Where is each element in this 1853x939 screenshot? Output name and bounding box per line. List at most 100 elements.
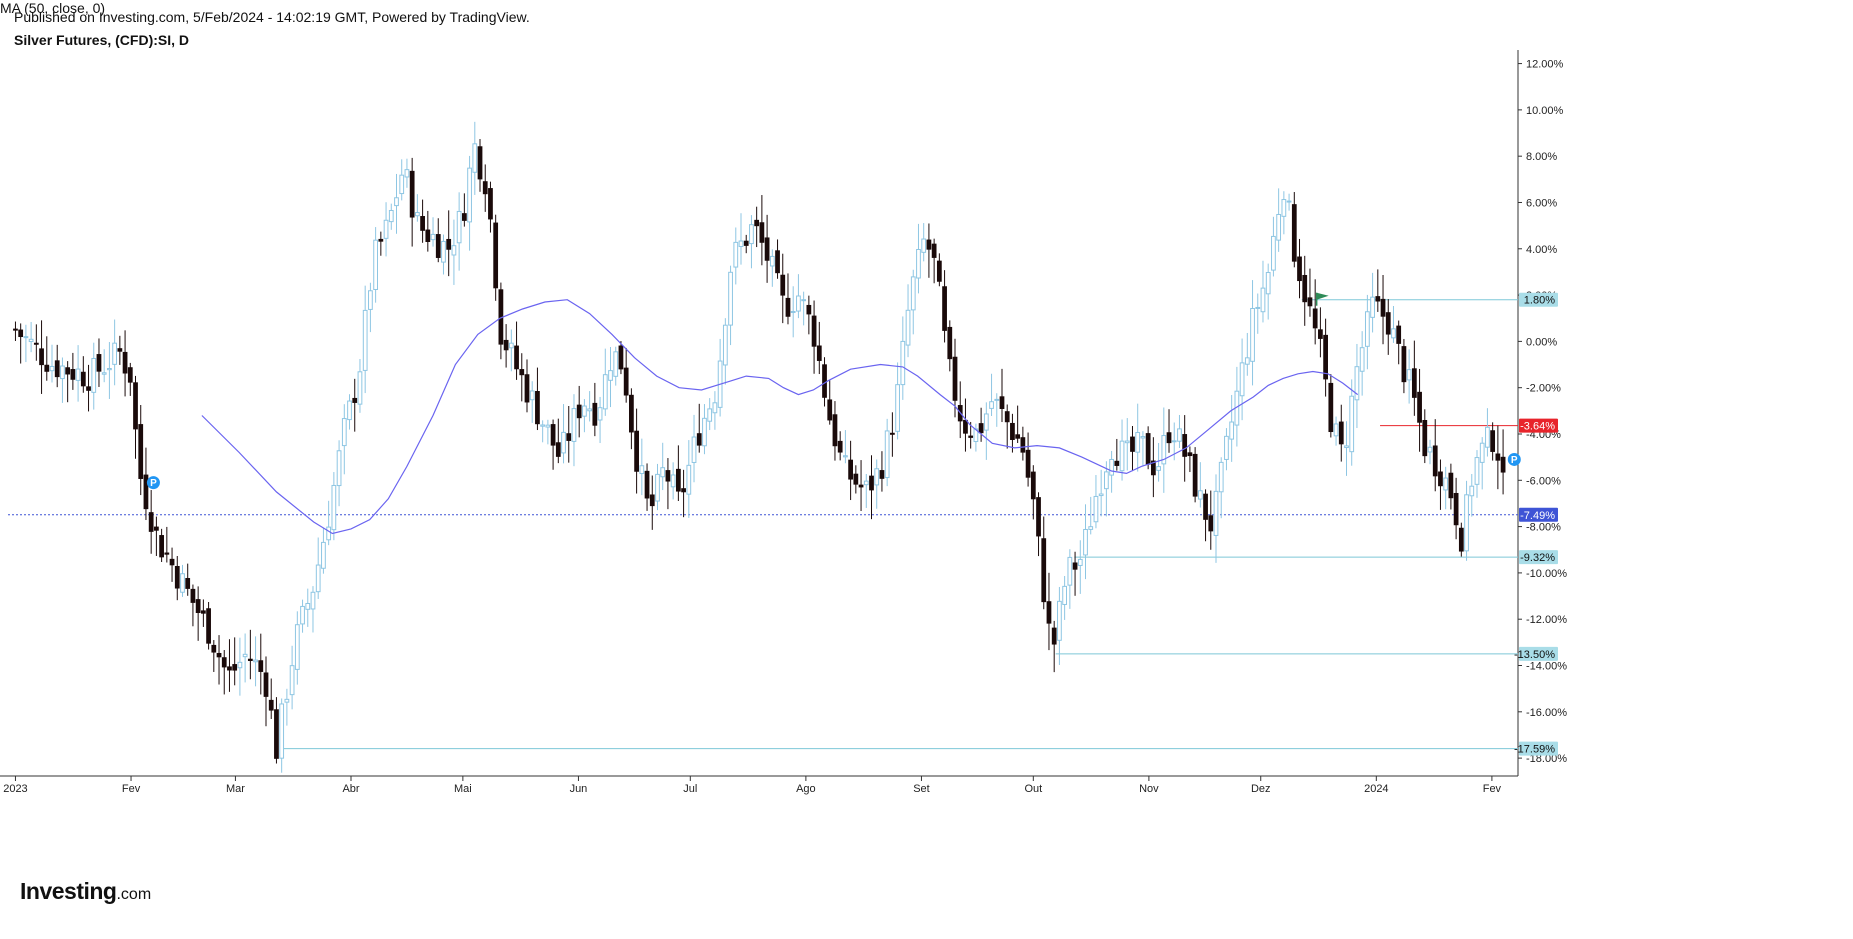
candle-body [232, 664, 238, 671]
candle [1255, 293, 1261, 334]
candle-body [1265, 272, 1271, 295]
candle-body [926, 239, 932, 250]
candle-body [1396, 325, 1402, 344]
candle [508, 329, 514, 372]
candle-body [963, 419, 968, 434]
time-axis[interactable]: 2023 Fev Mar Abr Mai Jun Jul Ago Set Out Nov Dez 202… [0, 775, 1518, 795]
candle [895, 362, 900, 440]
candle [811, 300, 817, 374]
candle-body [1318, 329, 1323, 339]
candle-body [1244, 357, 1250, 365]
candle-body [1380, 298, 1386, 317]
candle-body [1370, 296, 1375, 318]
candle-body [936, 260, 942, 282]
candle [702, 404, 707, 455]
candle-body [1495, 453, 1501, 461]
candle-body [801, 299, 807, 302]
candle-body [1224, 435, 1229, 460]
candle [274, 697, 279, 764]
candle [148, 490, 154, 554]
y-tick-label: -16.00% [1526, 707, 1567, 719]
candle-body [1229, 421, 1235, 440]
candle [535, 367, 540, 431]
candle-body [508, 342, 514, 349]
candle-body [989, 401, 994, 409]
candle [743, 234, 749, 254]
candle [780, 253, 786, 324]
candle [749, 215, 754, 269]
candle [738, 213, 744, 265]
candle [227, 639, 232, 692]
candle [206, 602, 211, 650]
candle [1218, 457, 1224, 519]
candle [1197, 462, 1203, 508]
candle-body [1192, 453, 1198, 497]
candle-body [712, 402, 718, 414]
price-tag-label: -17.59% [1514, 744, 1555, 756]
candle [649, 475, 655, 530]
candle [1239, 338, 1245, 421]
candle [1051, 620, 1057, 673]
candle-body [1051, 627, 1057, 645]
candle [1119, 419, 1125, 481]
candle-body [1469, 485, 1475, 497]
candle [634, 408, 639, 494]
candle-body [44, 364, 50, 372]
candle [1161, 407, 1167, 493]
candle [414, 194, 420, 222]
candle [107, 342, 112, 399]
candle [86, 364, 91, 412]
candle-body [916, 248, 921, 279]
candle-body [728, 271, 733, 326]
candle-body [1197, 490, 1203, 500]
candle-body [623, 367, 629, 396]
candle [994, 393, 1000, 427]
candle-body [707, 408, 713, 422]
indicator-label[interactable]: MA (50, close, 0) [0, 0, 106, 16]
candle-body [843, 455, 848, 458]
candle-body [566, 433, 572, 441]
p-marker-circle [146, 476, 160, 490]
candle-body [1213, 490, 1219, 536]
candle-body [1145, 433, 1151, 465]
candle-body [310, 591, 316, 610]
candle [1276, 188, 1282, 252]
candle-body [655, 473, 660, 502]
candle-body [174, 565, 180, 589]
candle [54, 344, 60, 388]
x-tick-label: 2023 [3, 783, 27, 795]
candle-body [785, 297, 791, 317]
candle-body [200, 610, 206, 614]
candle [1411, 340, 1417, 416]
candle [326, 500, 332, 546]
candle-body [1030, 471, 1036, 500]
candle [1427, 439, 1433, 465]
candle-body [1218, 461, 1224, 493]
flag-cloth [1316, 292, 1329, 300]
candle [357, 358, 363, 413]
price-axis[interactable]: 12.00%10.00%8.00%6.00%4.00%2.00%0.00%-2.… [1517, 50, 1567, 776]
candle [159, 528, 164, 563]
symbol-title[interactable]: Silver Futures, (CFD):SI, D [14, 32, 190, 48]
candle [832, 401, 838, 461]
candle-body [769, 255, 775, 267]
candle-body [827, 399, 833, 421]
candle [874, 459, 880, 509]
candle [1464, 480, 1469, 561]
candle [195, 586, 201, 641]
candle-body [1490, 430, 1496, 452]
candle-body [665, 470, 671, 482]
candle-body [1004, 411, 1010, 423]
candle-body [514, 345, 519, 370]
candle [91, 342, 97, 410]
candle [96, 338, 102, 387]
candle-body [347, 400, 352, 421]
candle [336, 440, 342, 507]
candle [493, 214, 499, 301]
candle-body [75, 368, 81, 381]
candle-body [780, 274, 786, 296]
candle-body [107, 368, 112, 371]
candle-body [1062, 585, 1068, 605]
candle [618, 341, 624, 375]
